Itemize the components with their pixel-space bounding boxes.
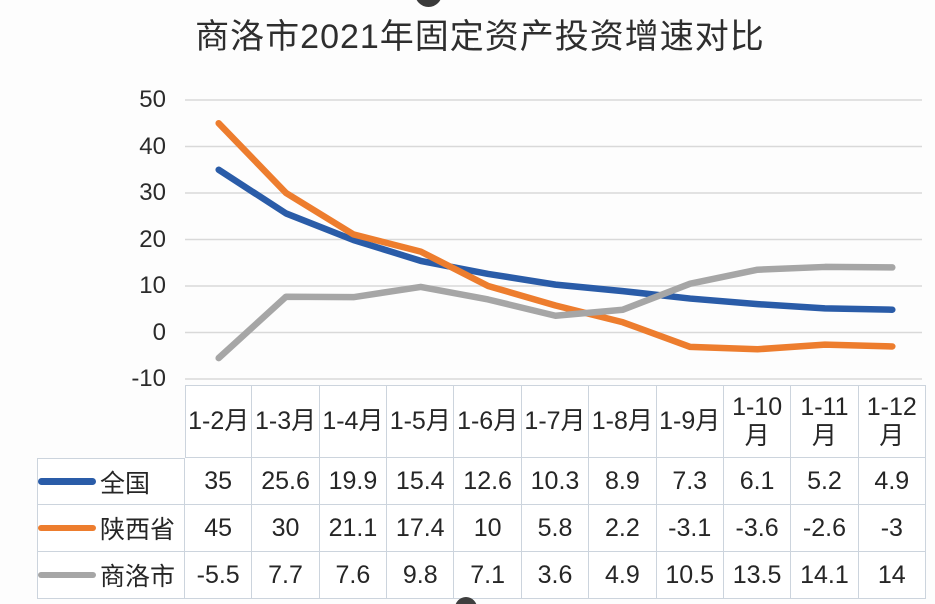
legend-series-label: 全国: [100, 469, 151, 498]
value-cell: 10.3: [521, 458, 590, 505]
value-cell: 7.6: [319, 552, 388, 599]
y-tick-label: 10: [139, 272, 166, 299]
value-cell: 25.6: [252, 458, 320, 505]
value-cell: 2.2: [589, 505, 657, 552]
value-cell: 13.5: [723, 552, 792, 599]
value-cell: 4.9: [589, 552, 657, 599]
value-cell: 7.7: [252, 552, 320, 599]
value-cell: 21.1: [319, 505, 388, 552]
value-cell: 5.8: [521, 505, 590, 552]
month-header-cell: 1-5月: [387, 385, 455, 458]
value-cell: 45: [185, 505, 253, 552]
month-header-cell: 1-9月: [656, 385, 724, 458]
value-cell: -5.5: [185, 552, 253, 599]
month-header-cell: 1-4月: [319, 385, 388, 458]
value-cell: 14: [858, 552, 926, 599]
legend-cell: 陕西省: [37, 505, 185, 552]
value-cell: -3: [858, 505, 926, 552]
value-cell: 4.9: [858, 458, 926, 505]
value-cell: 15.4: [387, 458, 455, 505]
y-tick-label: 0: [152, 318, 166, 346]
legend-line-swatch: [38, 478, 96, 485]
table-corner-cell: [37, 385, 185, 458]
month-header-cell: 1-12 月: [858, 385, 926, 458]
month-header-cell: 1-11 月: [791, 385, 859, 458]
value-cell: 14.1: [791, 552, 859, 599]
value-cell: 30: [252, 505, 320, 552]
value-cell: 6.1: [723, 458, 792, 505]
value-cell: 17.4: [387, 505, 455, 552]
legend-series-label: 商洛市: [100, 563, 176, 591]
value-cell: 8.9: [589, 458, 657, 505]
value-cell: 35: [185, 458, 253, 505]
legend-line-swatch: [38, 524, 96, 532]
series-line-2: [215, 263, 896, 362]
value-cell: 7.1: [454, 552, 522, 599]
month-header-cell: 1-8月: [589, 385, 657, 458]
value-cell: 10.5: [656, 552, 724, 599]
month-header-cell: 1-3月: [252, 385, 320, 458]
value-cell: 5.2: [791, 458, 859, 505]
series-line-0: [215, 166, 896, 313]
chart-title: 商洛市2021年固定资产投资增速对比: [195, 18, 765, 56]
y-tick-label: -10: [131, 365, 166, 392]
y-tick-label: 20: [139, 225, 166, 253]
value-cell: 9.8: [387, 552, 455, 599]
cropped-circle-bottom: [455, 597, 477, 604]
month-header-cell: 1-2月: [185, 385, 253, 458]
chart-data-table: 1-2月 1-3月 1-4月 1-5月 1-6月 1-7月 1-8月 1-9月 1-10 月 1-…: [37, 385, 926, 599]
value-cell: -3.6: [723, 505, 792, 552]
y-tick-label: 40: [139, 132, 166, 160]
y-tick-label: 30: [139, 179, 166, 206]
value-cell: -2.6: [791, 505, 859, 552]
value-cell: 10: [454, 505, 522, 552]
month-header-cell: 1-7月: [521, 385, 590, 458]
cropped-circle-top: [415, 0, 442, 7]
value-cell: 7.3: [656, 458, 724, 505]
legend-cell: 商洛市: [37, 552, 185, 599]
value-cell: 12.6: [454, 458, 522, 505]
legend-cell: 全国: [37, 458, 185, 505]
series-line-1: [215, 120, 896, 353]
legend-line-swatch: [38, 571, 96, 579]
y-tick-label: 50: [139, 86, 166, 113]
month-header-cell: 1-6月: [454, 385, 522, 458]
value-cell: 3.6: [521, 552, 590, 599]
value-cell: 19.9: [319, 458, 388, 505]
value-cell: -3.1: [656, 505, 724, 552]
legend-series-label: 陕西省: [100, 516, 176, 544]
month-header-cell: 1-10 月: [723, 385, 792, 458]
